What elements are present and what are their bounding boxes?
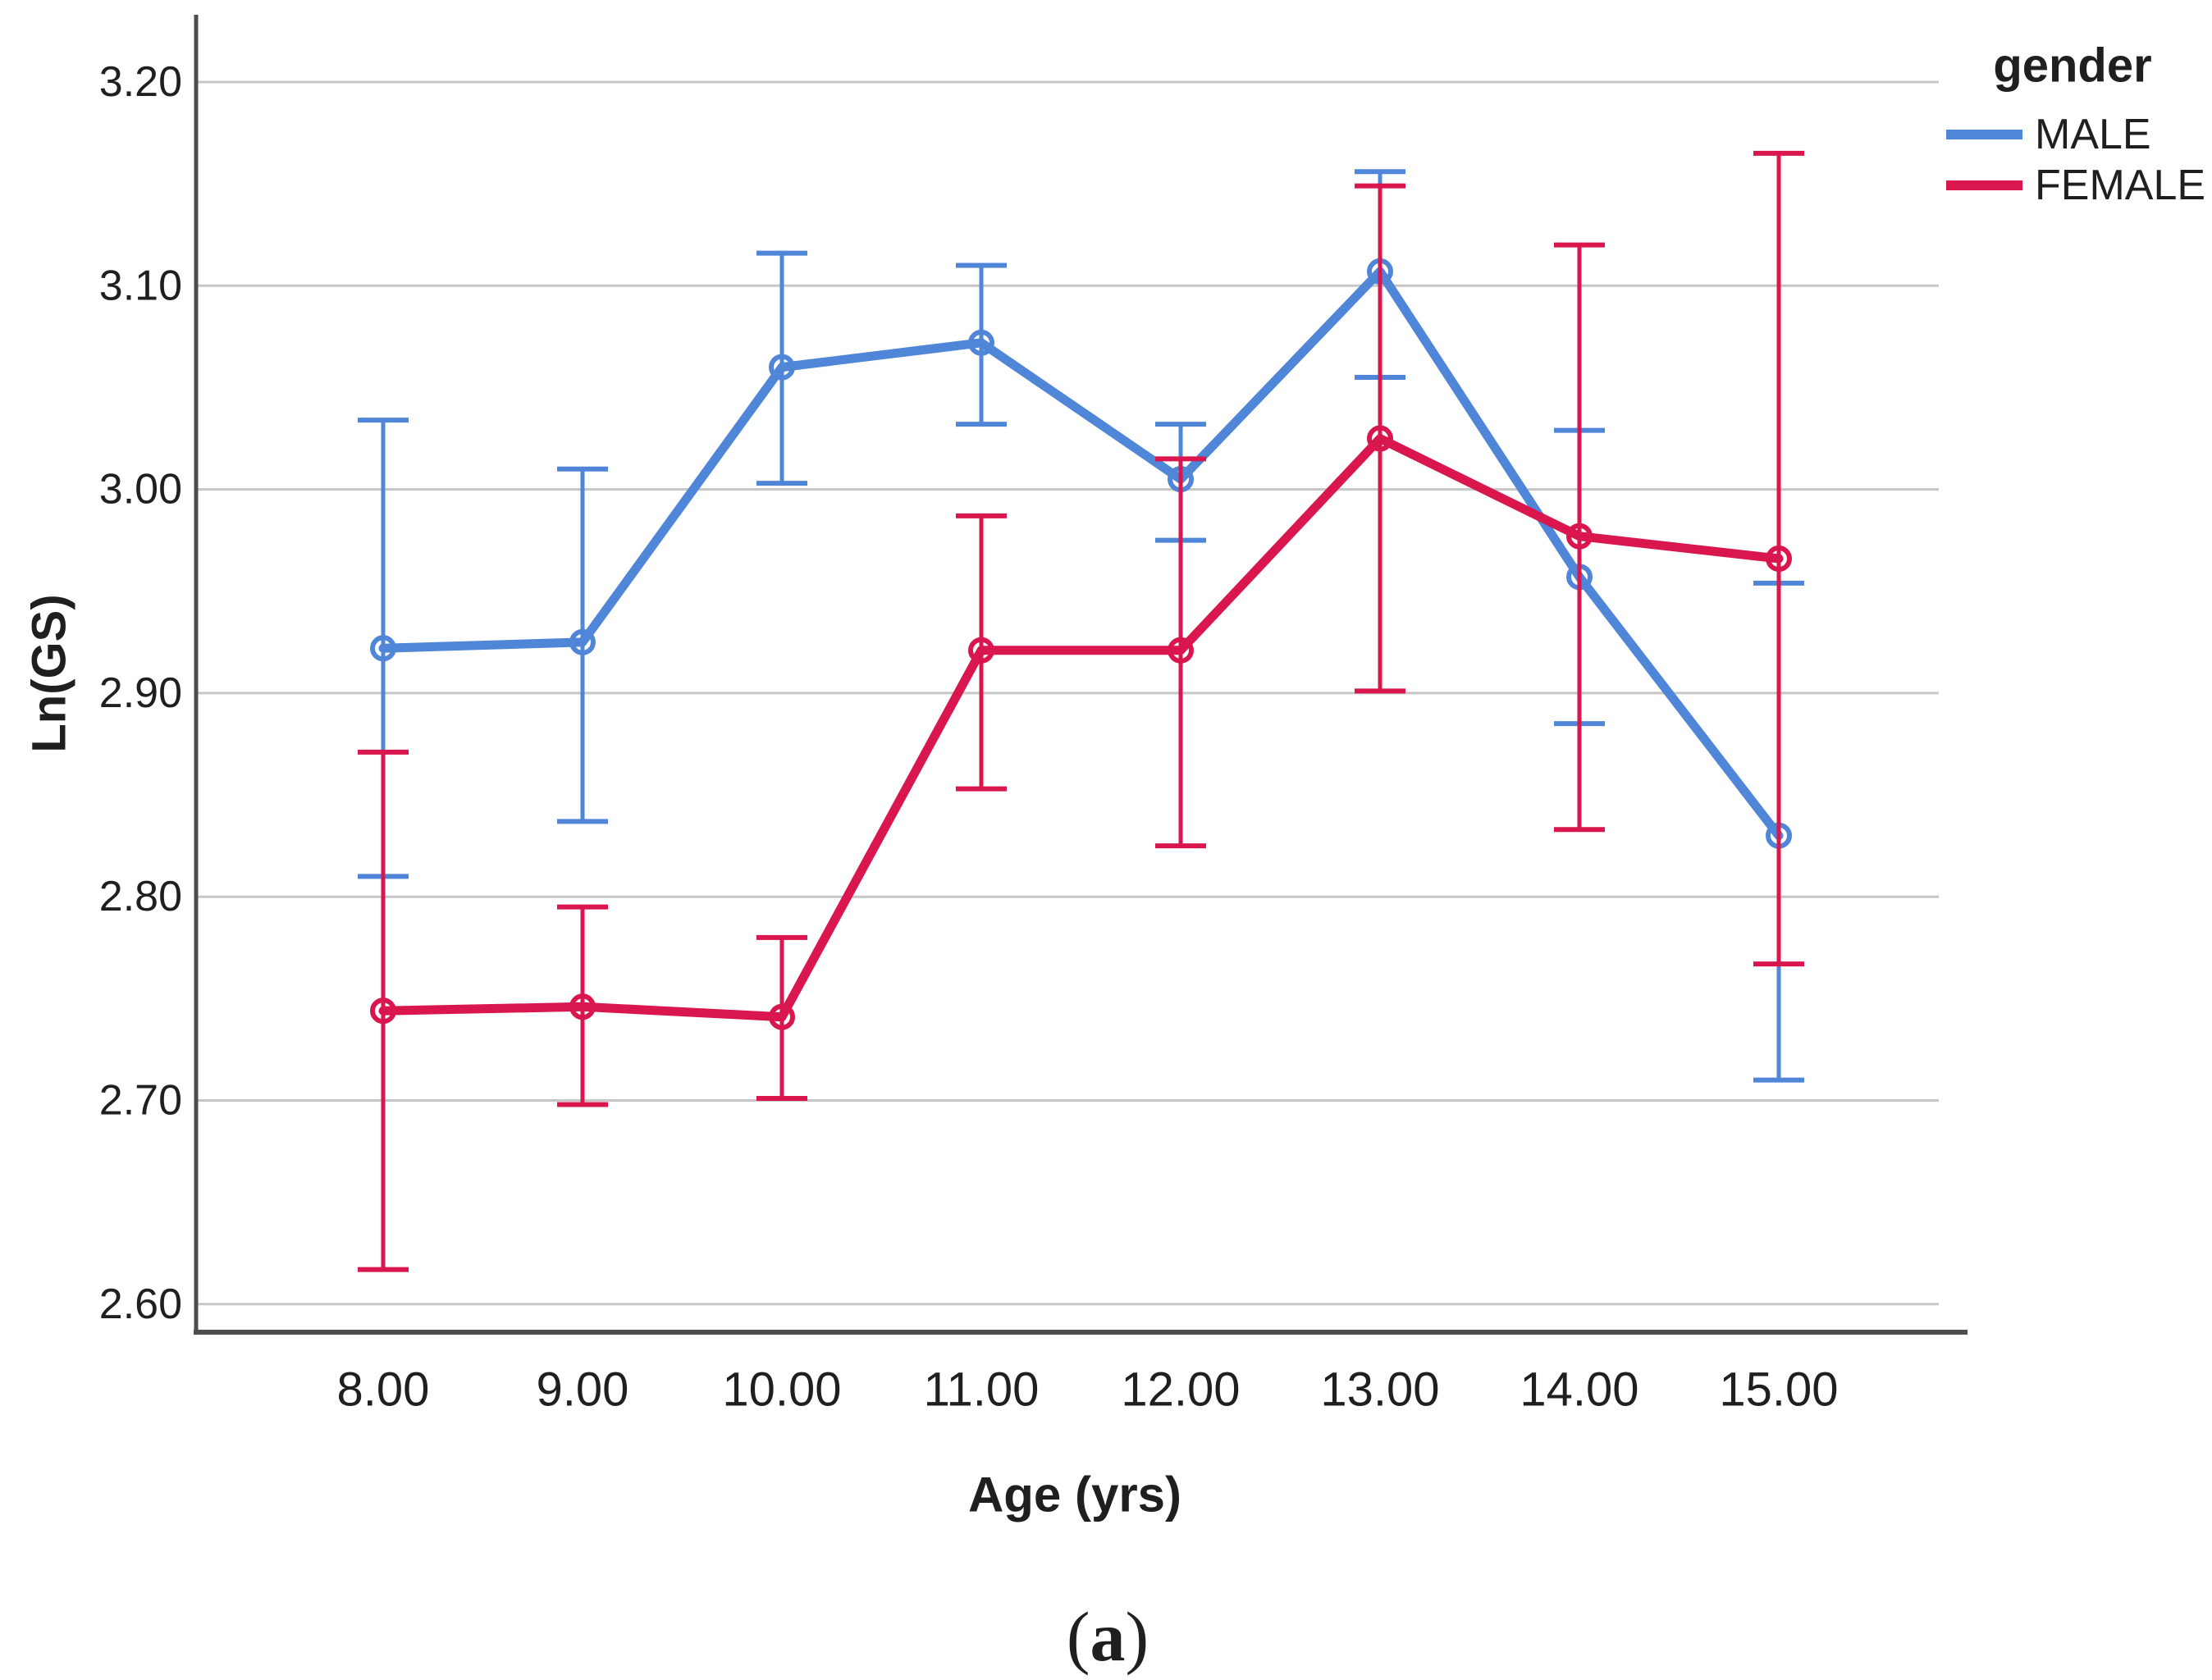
x-tick-label-9.00: 9.00 <box>537 1363 629 1417</box>
y-tick-label-2.60: 2.60 <box>99 1281 182 1328</box>
figure-caption: (a) <box>1067 1597 1149 1676</box>
legend-title: gender <box>1993 39 2151 93</box>
marker-male-age-11 <box>968 329 994 356</box>
marker-female-age-11 <box>968 637 994 664</box>
x-tick-label-13.00: 13.00 <box>1320 1363 1439 1417</box>
marker-female-age-14 <box>1566 523 1593 550</box>
marker-female-age-15 <box>1766 546 1792 573</box>
x-axis-title: Age (yrs) <box>968 1468 1181 1522</box>
marker-female-age-10 <box>769 1003 795 1030</box>
x-tick-label-12.00: 12.00 <box>1121 1363 1240 1417</box>
y-axis-title: Ln(GS) <box>23 594 76 752</box>
marker-male-age-8 <box>370 635 396 662</box>
y-tick-label-2.80: 2.80 <box>99 873 182 920</box>
caption-paren-open: ( <box>1067 1597 1090 1676</box>
legend-label-male: MALE <box>2035 111 2151 158</box>
x-tick-label-15.00: 15.00 <box>1719 1363 1838 1417</box>
x-tick-label-14.00: 14.00 <box>1520 1363 1638 1417</box>
marker-female-age-13 <box>1367 425 1393 452</box>
series-line-female <box>378 434 1784 1022</box>
y-tick-label-3.00: 3.00 <box>99 466 182 514</box>
marker-female-age-8 <box>370 998 396 1025</box>
legend-label-female: FEMALE <box>2035 162 2205 209</box>
x-tick-label-11.00: 11.00 <box>924 1363 1040 1417</box>
marker-male-age-9 <box>569 628 596 655</box>
series-line-male <box>378 267 1784 841</box>
y-tick-label-2.70: 2.70 <box>99 1077 182 1125</box>
x-tick-label-8.00: 8.00 <box>337 1363 430 1417</box>
caption-letter: a <box>1090 1597 1126 1676</box>
marker-female-age-9 <box>569 993 596 1020</box>
y-tick-label-2.90: 2.90 <box>99 669 182 717</box>
x-tick-label-10.00: 10.00 <box>722 1363 841 1417</box>
caption-paren-close: ) <box>1126 1597 1149 1676</box>
marker-male-age-10 <box>769 354 795 381</box>
y-tick-label-3.20: 3.20 <box>99 58 182 106</box>
marker-female-age-12 <box>1168 637 1194 664</box>
y-tick-label-3.10: 3.10 <box>99 262 182 309</box>
